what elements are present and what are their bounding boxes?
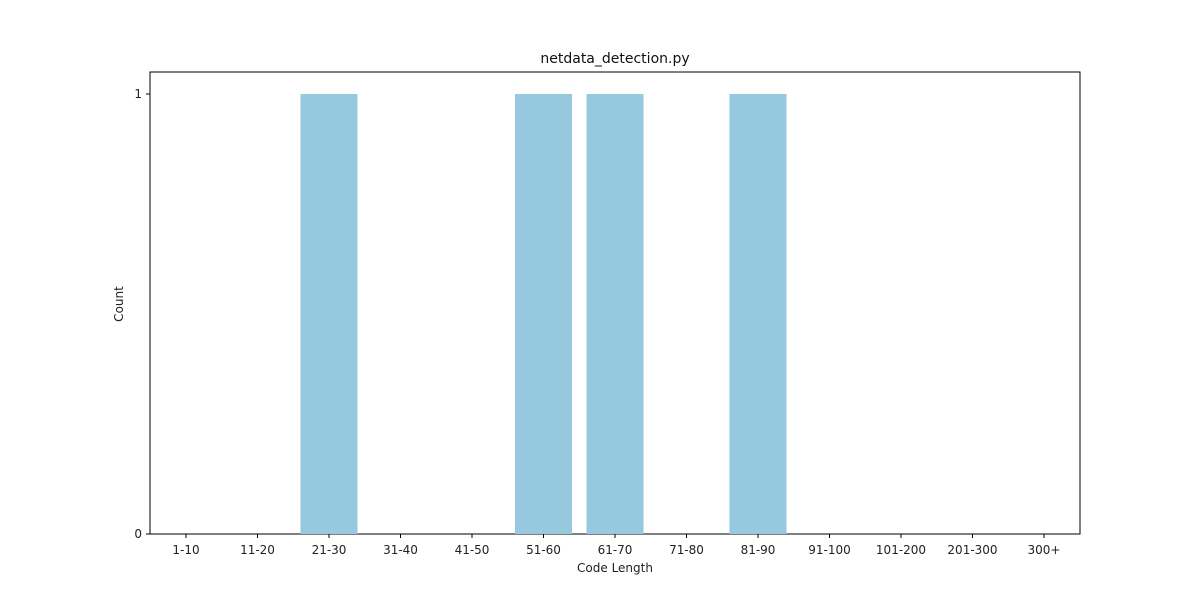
- x-tick-label: 300+: [1028, 543, 1061, 557]
- x-tick-label: 1-10: [172, 543, 199, 557]
- bar-81-90: [729, 94, 787, 534]
- y-axis-label: Count: [112, 286, 126, 322]
- x-tick-label: 11-20: [240, 543, 275, 557]
- x-tick-label: 101-200: [876, 543, 926, 557]
- x-axis-ticks: 1-10 11-20 21-30 31-40 41-50 51-60 61-70 71-80 8…: [172, 534, 1060, 557]
- x-tick-label: 31-40: [383, 543, 418, 557]
- x-tick-label: 41-50: [455, 543, 490, 557]
- y-axis-ticks: 01: [134, 87, 150, 541]
- x-tick-label: 201-300: [947, 543, 997, 557]
- x-tick-label: 91-100: [808, 543, 851, 557]
- bar-61-70: [586, 94, 644, 534]
- x-tick-label: 51-60: [526, 543, 561, 557]
- x-axis-label: Code Length: [577, 561, 653, 575]
- bars-group: [300, 94, 787, 534]
- bar-21-30: [300, 94, 358, 534]
- x-tick-label: 81-90: [741, 543, 776, 557]
- x-tick-label: 21-30: [312, 543, 347, 557]
- bar-51-60: [515, 94, 572, 534]
- chart-title: netdata_detection.py: [540, 51, 689, 67]
- x-tick-label: 61-70: [598, 543, 633, 557]
- y-tick-label: 1: [134, 87, 142, 101]
- y-tick-label: 0: [134, 527, 142, 541]
- x-tick-label: 71-80: [669, 543, 704, 557]
